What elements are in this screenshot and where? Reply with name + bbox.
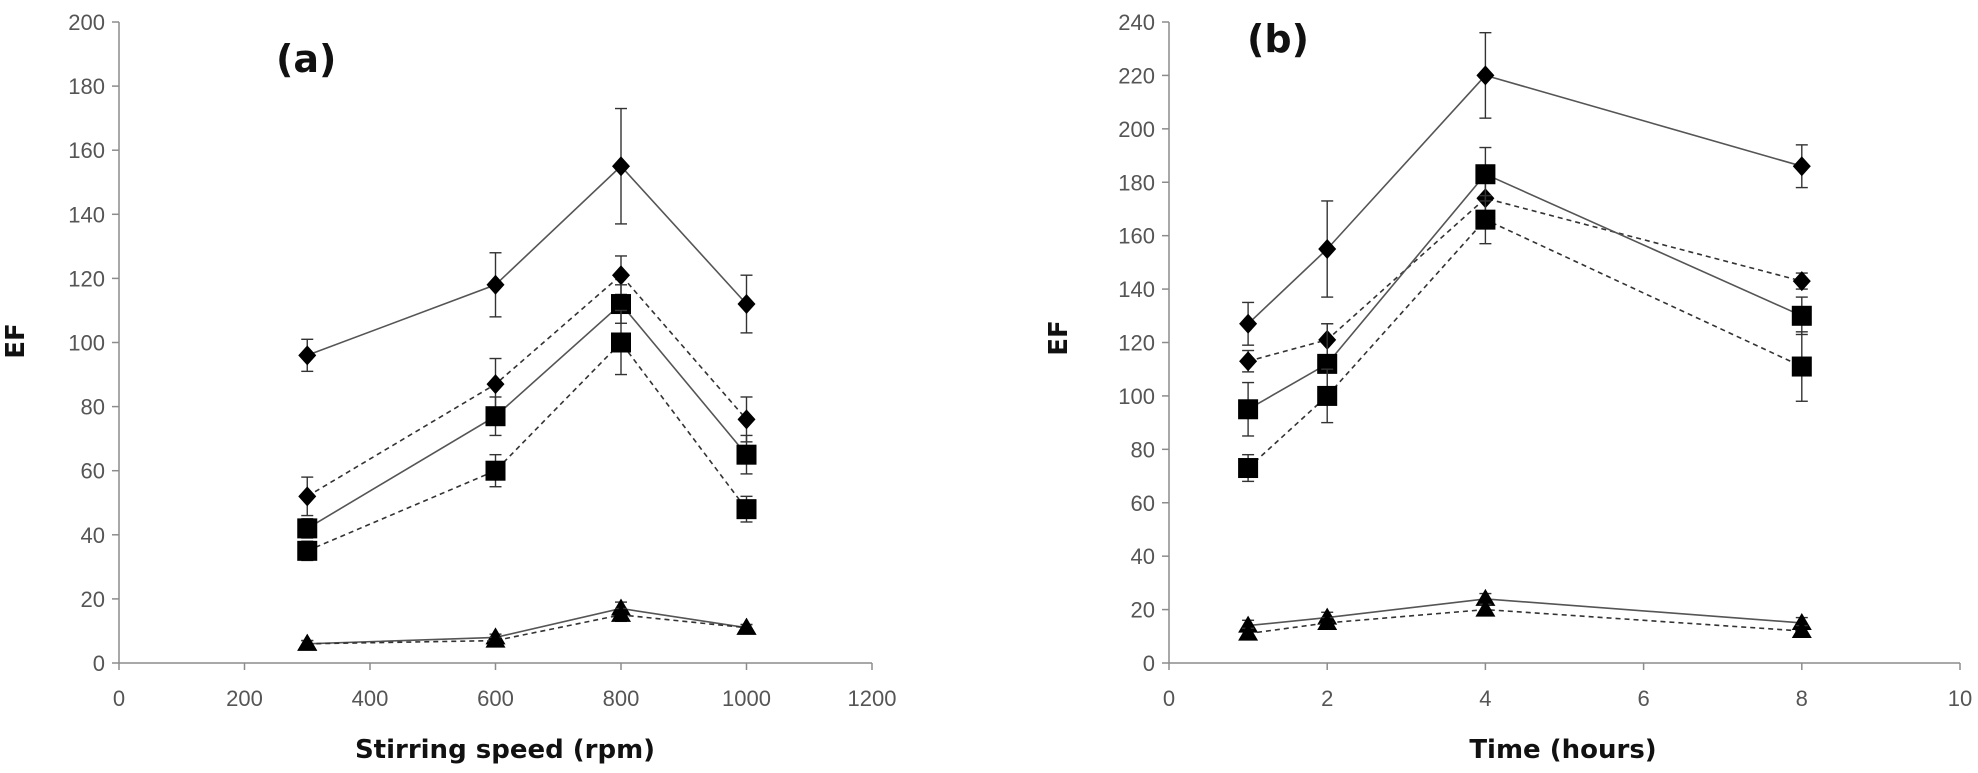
- series-line-triangle-solid: [307, 607, 747, 645]
- series-line-square-solid: [306, 302, 748, 530]
- data-point-diamond: [1239, 313, 1258, 334]
- chart-panel-b: (b) Time (hours) EF 02040608010012014016…: [1044, 10, 1972, 765]
- y-tick-label: 140: [68, 202, 105, 227]
- y-tick-label: 20: [1131, 598, 1155, 623]
- y-axis-title-a: EF: [1, 323, 31, 359]
- data-point-square: [736, 499, 757, 520]
- data-point-triangle: [611, 604, 631, 622]
- series-line-triangle-dashed: [1247, 608, 1802, 635]
- data-point-square: [485, 406, 506, 427]
- data-point-square: [1475, 164, 1496, 185]
- y-tick-label: 180: [1118, 170, 1155, 195]
- data-point-diamond: [1792, 156, 1811, 177]
- series-line-square-dashed: [1247, 218, 1803, 469]
- x-tick-label: 0: [1163, 686, 1175, 711]
- series-line-triangle-dashed: [307, 614, 747, 645]
- panel-label-b: (b): [1247, 17, 1309, 61]
- data-point-diamond: [612, 156, 630, 177]
- y-tick-label: 80: [1131, 437, 1155, 462]
- y-tick-label: 120: [1118, 331, 1155, 356]
- data-point-diamond: [737, 294, 756, 315]
- y-tick-label: 60: [81, 459, 105, 484]
- chart-panel-a: (a) Stirring speed (rpm) EF 0 20 40 60 80 100…: [1, 10, 896, 765]
- data-point-triangle: [297, 633, 318, 651]
- y-tick-label: 0: [1143, 651, 1155, 676]
- y-tick-label: 0: [93, 651, 105, 676]
- x-tick-label: 0: [113, 686, 125, 711]
- series-line-square-dashed: [306, 341, 748, 552]
- x-tick-label: 2: [1321, 686, 1333, 711]
- panel-label-a: (a): [276, 37, 336, 81]
- y-tick-label: 100: [1118, 384, 1155, 409]
- y-tick-label: 80: [81, 395, 105, 420]
- y-tick-label: 60: [1131, 491, 1155, 516]
- data-point-triangle: [736, 617, 757, 635]
- x-tick-label: 8: [1796, 686, 1808, 711]
- x-tick-label: 200: [226, 686, 263, 711]
- y-tick-label: 40: [1131, 544, 1155, 569]
- x-axis-title-a: Stirring speed (rpm): [355, 735, 655, 765]
- data-point-square: [297, 540, 318, 561]
- data-point-square: [485, 460, 506, 481]
- y-tick-label: 160: [68, 138, 105, 163]
- x-tick-label: 1200: [848, 686, 897, 711]
- data-point-diamond: [298, 486, 317, 507]
- y-tick-label: 100: [68, 331, 105, 356]
- x-axis-title-b: Time (hours): [1469, 735, 1656, 765]
- data-point-triangle: [1475, 588, 1496, 606]
- data-point-square: [736, 444, 757, 465]
- y-tick-label: 200: [68, 10, 105, 35]
- series-line-diamond-solid: [307, 165, 748, 357]
- data-point-diamond: [1318, 239, 1337, 260]
- data-point-diamond: [486, 274, 505, 295]
- data-point-diamond: [1792, 271, 1811, 292]
- y-tick-label: 140: [1118, 277, 1155, 302]
- data-point-diamond: [486, 374, 505, 395]
- data-point-square: [1238, 458, 1259, 479]
- data-point-diamond: [298, 345, 317, 366]
- y-tick-label: 20: [81, 587, 105, 612]
- data-point-diamond: [1239, 351, 1258, 372]
- series-line-diamond-dashed: [1247, 197, 1803, 362]
- data-point-triangle: [1317, 612, 1338, 630]
- x-tick-label: 6: [1637, 686, 1649, 711]
- data-point-square: [1791, 356, 1812, 377]
- x-tick-label: 4: [1479, 686, 1491, 711]
- data-point-square: [1317, 385, 1338, 406]
- x-tick-label: 400: [352, 686, 389, 711]
- y-tick-label: 180: [68, 74, 105, 99]
- data-point-square: [611, 332, 631, 353]
- x-tick-label: 600: [477, 686, 514, 711]
- data-point-square: [1238, 399, 1259, 420]
- data-point-square: [1791, 305, 1812, 326]
- y-tick-label: 40: [81, 523, 105, 548]
- data-point-diamond: [612, 265, 630, 286]
- data-point-triangle: [1238, 623, 1259, 641]
- series-line-diamond-dashed: [306, 274, 748, 497]
- data-point-square: [1475, 209, 1496, 230]
- data-point-triangle: [1475, 599, 1496, 617]
- y-axis-title-b: EF: [1044, 320, 1074, 356]
- y-tick-label: 200: [1118, 117, 1155, 142]
- data-point-square: [297, 518, 318, 539]
- y-tick-label: 120: [68, 266, 105, 291]
- data-point-triangle: [1791, 620, 1812, 638]
- data-point-diamond: [1476, 65, 1495, 86]
- x-tick-label: 10: [1948, 686, 1972, 711]
- y-tick-label: 160: [1118, 224, 1155, 249]
- x-tick-label: 1000: [722, 686, 771, 711]
- data-point-diamond: [737, 409, 756, 430]
- data-point-triangle: [485, 630, 506, 648]
- x-tick-label: 800: [603, 686, 640, 711]
- y-tick-label: 240: [1118, 10, 1155, 35]
- series-line-triangle-solid: [1248, 598, 1802, 627]
- y-tick-label: 220: [1118, 63, 1155, 88]
- series-line-diamond-solid: [1247, 74, 1803, 325]
- data-point-square: [611, 294, 631, 315]
- series-line-square-solid: [1247, 173, 1803, 410]
